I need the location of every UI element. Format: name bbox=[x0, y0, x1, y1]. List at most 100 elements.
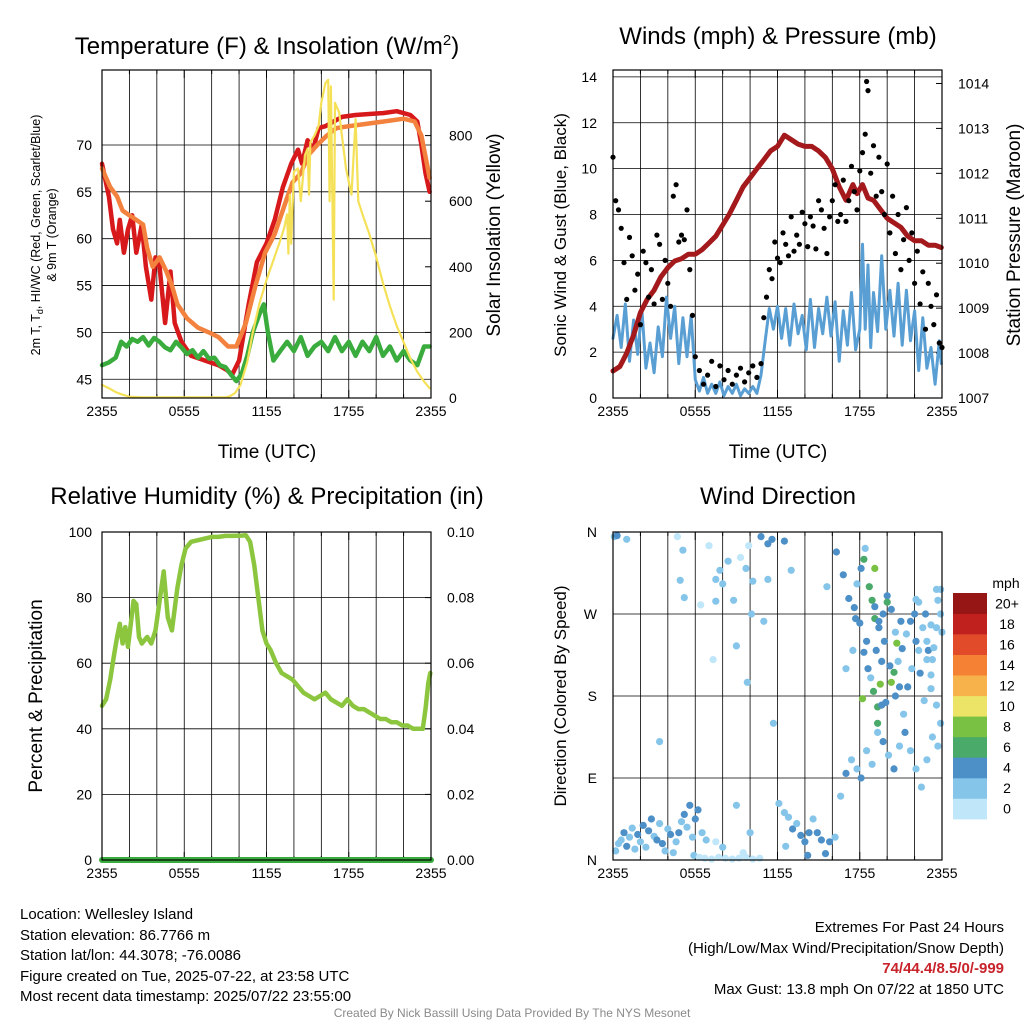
y-tick-label: 55 bbox=[76, 278, 92, 294]
y-tick-label: N bbox=[587, 524, 597, 540]
y-tick-label: E bbox=[588, 770, 597, 786]
colorbar-label: 2 bbox=[1003, 780, 1011, 796]
direction-point bbox=[876, 680, 884, 688]
direction-point bbox=[757, 533, 765, 541]
direction-point bbox=[923, 756, 931, 764]
x-tick-label: 1755 bbox=[844, 403, 875, 419]
gust-point bbox=[818, 207, 825, 213]
gust-point bbox=[761, 315, 767, 321]
y2-tick-label: 0.02 bbox=[447, 786, 474, 802]
direction-point bbox=[912, 765, 920, 773]
station-info: Location: Wellesley Island Station eleva… bbox=[20, 905, 351, 1008]
y2-tick-label: 1010 bbox=[958, 255, 989, 271]
direction-point bbox=[879, 738, 887, 746]
x-tick-label: 0555 bbox=[169, 865, 200, 881]
direction-point bbox=[912, 637, 920, 645]
direction-point bbox=[780, 537, 789, 545]
extremes-info: Extremes For Past 24 Hours (High/Low/Max… bbox=[688, 918, 1004, 1000]
wind-direction-y-axis-label: Direction (Colored By Speed) bbox=[551, 585, 570, 806]
x-tick-label: 1155 bbox=[251, 865, 281, 881]
extremes-subtitle: (High/Low/Max Wind/Precipitation/Snow De… bbox=[688, 939, 1004, 957]
gust-point bbox=[862, 131, 868, 137]
direction-point bbox=[878, 657, 886, 666]
direction-point bbox=[694, 806, 702, 814]
direction-point bbox=[623, 535, 631, 543]
direction-point bbox=[639, 821, 647, 830]
gust-point bbox=[717, 363, 723, 369]
colorbar-label: 4 bbox=[1003, 760, 1011, 776]
direction-point bbox=[923, 637, 931, 645]
direction-point bbox=[702, 836, 710, 844]
gust-point bbox=[807, 214, 814, 220]
wind-panel-title: Winds (mph) & Pressure (mb) bbox=[619, 23, 936, 50]
colorbar-swatch bbox=[953, 716, 987, 738]
gust-point bbox=[670, 193, 676, 199]
direction-point bbox=[817, 836, 826, 844]
humidity-line bbox=[99, 533, 433, 732]
direction-point bbox=[928, 733, 937, 741]
x-tick-label: 2355 bbox=[597, 865, 628, 881]
gust-point bbox=[651, 301, 657, 307]
direction-point bbox=[893, 639, 901, 647]
gust-point bbox=[794, 232, 800, 238]
direction-point bbox=[924, 646, 932, 655]
direction-point bbox=[842, 769, 850, 778]
gust-point bbox=[626, 234, 633, 240]
direction-point bbox=[902, 630, 911, 638]
direction-point bbox=[797, 831, 805, 840]
temperature-plot-area: 2355 0555 1155 1755 2355 45 50 55 60 65 70 0 200 400 6… bbox=[76, 69, 473, 419]
x-tick-label: 1755 bbox=[333, 865, 364, 881]
y2-tick-label: 400 bbox=[449, 259, 473, 275]
direction-point bbox=[821, 850, 830, 858]
station-elevation: Station elevation: 86.7766 m bbox=[20, 926, 211, 944]
x-tick-label: 1155 bbox=[762, 403, 792, 419]
direction-point bbox=[775, 799, 783, 808]
humidity-plot-area: 2355 0555 1155 1755 23550204060801000.000.02… bbox=[69, 524, 475, 881]
gust-point bbox=[646, 294, 652, 300]
direction-point bbox=[701, 854, 709, 862]
direction-point bbox=[715, 853, 723, 861]
direction-point bbox=[680, 810, 688, 819]
gust-point bbox=[870, 143, 877, 149]
gust-point bbox=[742, 379, 748, 385]
gust-point bbox=[746, 370, 752, 376]
gust-point bbox=[840, 177, 846, 183]
direction-point bbox=[937, 719, 945, 727]
direction-point bbox=[853, 580, 861, 588]
direction-point bbox=[680, 594, 688, 602]
direction-point bbox=[906, 747, 915, 755]
y2-tick-label: 0.08 bbox=[447, 590, 474, 606]
gust-point bbox=[903, 205, 910, 211]
gust-point bbox=[821, 225, 827, 231]
direction-point bbox=[698, 829, 706, 837]
direction-point bbox=[932, 624, 941, 632]
gust-point bbox=[843, 218, 849, 224]
gust-point bbox=[785, 253, 792, 259]
gust-point bbox=[777, 260, 783, 266]
y-tick-label: S bbox=[588, 688, 597, 704]
gust-point bbox=[864, 78, 870, 85]
direction-point bbox=[934, 742, 942, 750]
gust-point bbox=[868, 170, 874, 176]
gust-point bbox=[676, 239, 682, 245]
gust-point bbox=[700, 381, 707, 387]
direction-point bbox=[690, 851, 698, 860]
gust-point bbox=[737, 365, 744, 371]
direction-point bbox=[675, 829, 683, 837]
direction-point bbox=[667, 830, 675, 839]
colorbar-label: 8 bbox=[1003, 719, 1011, 735]
gust-point bbox=[763, 294, 770, 300]
x-tick-label: 1155 bbox=[762, 865, 792, 881]
gust-point bbox=[648, 267, 655, 273]
gust-point bbox=[846, 198, 852, 204]
direction-point bbox=[852, 615, 860, 623]
gust-point bbox=[829, 198, 835, 204]
direction-point bbox=[634, 830, 642, 839]
direction-point bbox=[863, 637, 871, 645]
y2-tick-label: 600 bbox=[449, 193, 473, 209]
direction-point bbox=[747, 610, 756, 618]
direction-point bbox=[890, 668, 898, 676]
max-gust: Max Gust: 13.8 mph On 07/22 at 1850 UTC bbox=[713, 980, 1004, 998]
wind-direction-panel-title: Wind Direction bbox=[700, 483, 856, 510]
